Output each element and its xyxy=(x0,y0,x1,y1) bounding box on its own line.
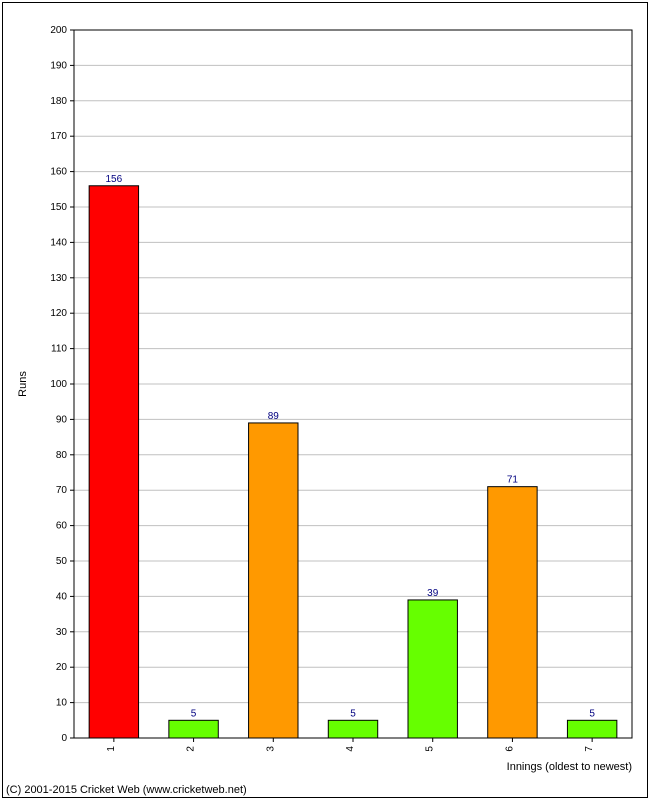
svg-text:180: 180 xyxy=(50,96,67,107)
svg-text:30: 30 xyxy=(56,627,68,638)
svg-text:80: 80 xyxy=(56,450,68,461)
y-axis-label: Runs xyxy=(17,371,29,397)
svg-text:20: 20 xyxy=(56,662,68,673)
bar xyxy=(169,720,218,738)
svg-text:50: 50 xyxy=(56,556,68,567)
x-tick-label: 4 xyxy=(345,746,356,752)
svg-text:0: 0 xyxy=(61,733,67,744)
runs-chart: 0 10 20 30 40 50 60 70 80 90 100 110 120 130 140 150 160… xyxy=(0,0,650,800)
x-tick-label: 1 xyxy=(106,746,117,752)
bar-value-label: 89 xyxy=(268,411,280,422)
x-tick-label: 7 xyxy=(584,746,595,752)
svg-text:130: 130 xyxy=(50,273,67,284)
bar xyxy=(488,487,537,738)
bar-value-label: 5 xyxy=(350,708,356,719)
bar xyxy=(89,186,138,738)
svg-text:170: 170 xyxy=(50,131,67,142)
bar xyxy=(328,720,377,738)
bar xyxy=(249,423,298,738)
page-root: 0 10 20 30 40 50 60 70 80 90 100 110 120 130 140 150 160… xyxy=(0,0,650,800)
bar-value-label: 39 xyxy=(427,588,439,599)
svg-text:150: 150 xyxy=(50,202,67,213)
x-tick-label: 6 xyxy=(504,746,515,752)
bar xyxy=(408,600,457,738)
bar xyxy=(567,720,616,738)
bar-value-label: 5 xyxy=(589,708,595,719)
svg-text:120: 120 xyxy=(50,308,67,319)
svg-text:40: 40 xyxy=(56,591,68,602)
svg-text:60: 60 xyxy=(56,521,68,532)
x-axis-label: Innings (oldest to newest) xyxy=(507,761,632,773)
svg-text:90: 90 xyxy=(56,414,68,425)
x-tick-label: 2 xyxy=(186,746,197,752)
svg-text:140: 140 xyxy=(50,237,67,248)
svg-text:110: 110 xyxy=(51,344,67,355)
bar-value-label: 156 xyxy=(106,174,123,185)
x-tick-label: 5 xyxy=(425,746,436,752)
x-tick-label: 3 xyxy=(265,746,276,752)
svg-text:100: 100 xyxy=(50,379,67,390)
copyright-text: (C) 2001-2015 Cricket Web (www.cricketwe… xyxy=(6,784,247,796)
svg-text:200: 200 xyxy=(50,25,67,36)
svg-text:160: 160 xyxy=(50,167,67,178)
bar-value-label: 71 xyxy=(507,475,519,486)
svg-text:70: 70 xyxy=(56,485,68,496)
chart-svg: 0 10 20 30 40 50 60 70 80 90 100 110 120 130 140 150 160… xyxy=(0,0,650,800)
bar-value-label: 5 xyxy=(191,708,197,719)
svg-text:10: 10 xyxy=(56,698,68,709)
svg-text:190: 190 xyxy=(50,60,67,71)
